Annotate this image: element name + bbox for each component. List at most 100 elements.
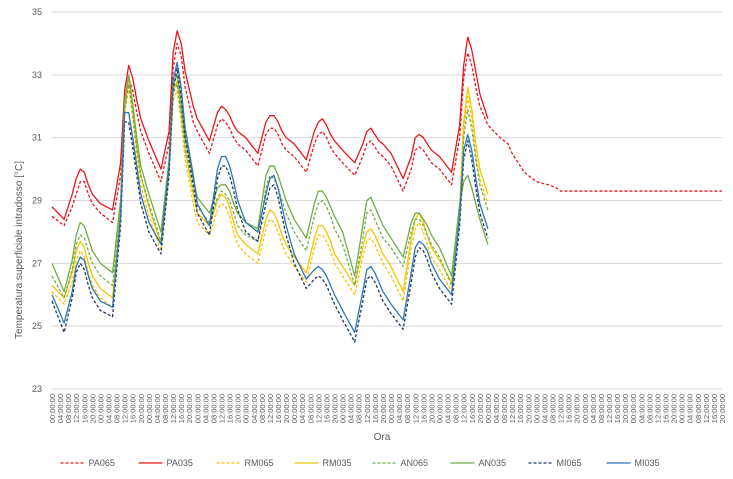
x-tick-label: 12:00:00 [460, 394, 469, 423]
x-tick-label: 12:00:00 [169, 394, 178, 423]
x-tick-label: 04:00:00 [492, 394, 501, 423]
x-tick-label: 04:00:00 [589, 394, 598, 423]
x-tick-label: 00:00:00 [532, 394, 541, 423]
x-tick-label: 00:00:00 [290, 394, 299, 423]
x-tick-label: 16:00:00 [419, 394, 428, 423]
legend-label-an035: AN035 [479, 458, 507, 468]
x-tick-label: 08:00:00 [306, 394, 315, 423]
legend-label-an065: AN065 [401, 458, 429, 468]
x-tick-label: 08:00:00 [548, 394, 557, 423]
y-tick-label: 23 [32, 384, 42, 394]
x-tick-label: 12:00:00 [266, 394, 275, 423]
x-tick-label: 20:00:00 [379, 394, 388, 423]
x-tick-label: 00:00:00 [629, 394, 638, 423]
x-tick-label: 08:00:00 [403, 394, 412, 423]
x-tick-label: 16:00:00 [661, 394, 670, 423]
x-tick-label: 08:00:00 [500, 394, 509, 423]
x-tick-label: 16:00:00 [80, 394, 89, 423]
x-tick-label: 20:00:00 [718, 394, 727, 423]
x-tick-label: 12:00:00 [121, 394, 130, 423]
legend-label-rm035: RM035 [323, 458, 352, 468]
x-tick-label: 00:00:00 [387, 394, 396, 423]
legend-label-rm065: RM065 [245, 458, 274, 468]
x-tick-label: 00:00:00 [484, 394, 493, 423]
x-tick-label: 16:00:00 [371, 394, 380, 423]
x-tick-label: 00:00:00 [145, 394, 154, 423]
x-tick-label: 04:00:00 [395, 394, 404, 423]
x-tick-label: 20:00:00 [282, 394, 291, 423]
x-tick-label: 04:00:00 [250, 394, 259, 423]
x-tick-label: 20:00:00 [476, 394, 485, 423]
x-tick-label: 20:00:00 [331, 394, 340, 423]
x-tick-labels: 00:00:00 04:00:00 08:00:00 12:00:00 16:00:00… [48, 394, 727, 423]
series-line-pa065 [51, 42, 722, 227]
x-tick-label: 20:00:00 [234, 394, 243, 423]
series-line-mi035 [51, 61, 489, 334]
series-line-mi065 [51, 67, 489, 343]
x-tick-label: 04:00:00 [201, 394, 210, 423]
x-tick-label: 00:00:00 [96, 394, 105, 423]
x-tick-label: 04:00:00 [153, 394, 162, 423]
x-tick-label: 12:00:00 [411, 394, 420, 423]
x-tick-label: 08:00:00 [597, 394, 606, 423]
x-tick-label: 08:00:00 [209, 394, 218, 423]
x-tick-label: 12:00:00 [72, 394, 81, 423]
series-line-rm065 [51, 86, 489, 308]
x-tick-label: 08:00:00 [258, 394, 267, 423]
x-tick-label: 20:00:00 [88, 394, 97, 423]
x-tick-label: 16:00:00 [565, 394, 574, 423]
x-tick-label: 16:00:00 [516, 394, 525, 423]
x-tick-label: 16:00:00 [710, 394, 719, 423]
y-tick-label: 27 [32, 258, 42, 268]
x-tick-label: 04:00:00 [686, 394, 695, 423]
x-tick-label: 20:00:00 [427, 394, 436, 423]
x-tick-label: 20:00:00 [621, 394, 630, 423]
x-tick-label: 12:00:00 [653, 394, 662, 423]
x-tick-label: 16:00:00 [226, 394, 235, 423]
x-tick-label: 00:00:00 [339, 394, 348, 423]
x-tick-label: 04:00:00 [298, 394, 307, 423]
y-tick-label: 33 [32, 70, 42, 80]
x-tick-label: 00:00:00 [48, 394, 57, 423]
x-axis-title: Ora [374, 432, 391, 443]
x-tick-label: 16:00:00 [322, 394, 331, 423]
x-tick-label: 04:00:00 [347, 394, 356, 423]
x-tick-label: 20:00:00 [524, 394, 533, 423]
x-tick-label: 00:00:00 [435, 394, 444, 423]
legend: PA065 PA035 RM065 RM035 AN065 AN035 MI065 MI035 [60, 458, 660, 468]
x-tick-label: 00:00:00 [242, 394, 251, 423]
legend-label-mi035: MI035 [635, 458, 660, 468]
x-tick-label: 20:00:00 [137, 394, 146, 423]
series-line-pa035 [51, 30, 489, 220]
y-tick-label: 25 [32, 321, 42, 331]
x-tick-label: 00:00:00 [193, 394, 202, 423]
x-tick-label: 08:00:00 [452, 394, 461, 423]
x-tick-label: 12:00:00 [557, 394, 566, 423]
x-tick-label: 00:00:00 [581, 394, 590, 423]
legend-label-pa035: PA035 [167, 458, 193, 468]
x-tick-label: 12:00:00 [314, 394, 323, 423]
x-tick-label: 08:00:00 [64, 394, 73, 423]
x-tick-label: 16:00:00 [613, 394, 622, 423]
x-tick-label: 16:00:00 [177, 394, 186, 423]
legend-label-mi065: MI065 [557, 458, 582, 468]
x-tick-label: 04:00:00 [105, 394, 114, 423]
x-tick-label: 04:00:00 [444, 394, 453, 423]
x-tick-label: 20:00:00 [185, 394, 194, 423]
gridlines [52, 11, 722, 390]
x-tick-label: 16:00:00 [468, 394, 477, 423]
y-tick-label: 35 [32, 7, 42, 17]
legend-label-pa065: PA065 [89, 458, 115, 468]
x-tick-label: 16:00:00 [274, 394, 283, 423]
y-tick-label: 29 [32, 196, 42, 206]
x-tick-label: 04:00:00 [540, 394, 549, 423]
x-tick-label: 12:00:00 [363, 394, 372, 423]
y-tick-label: 31 [32, 133, 42, 143]
series-lines [51, 30, 722, 343]
x-tick-label: 16:00:00 [129, 394, 138, 423]
x-tick-label: 08:00:00 [113, 394, 122, 423]
x-tick-label: 12:00:00 [702, 394, 711, 423]
x-tick-label: 08:00:00 [645, 394, 654, 423]
x-tick-label: 12:00:00 [605, 394, 614, 423]
